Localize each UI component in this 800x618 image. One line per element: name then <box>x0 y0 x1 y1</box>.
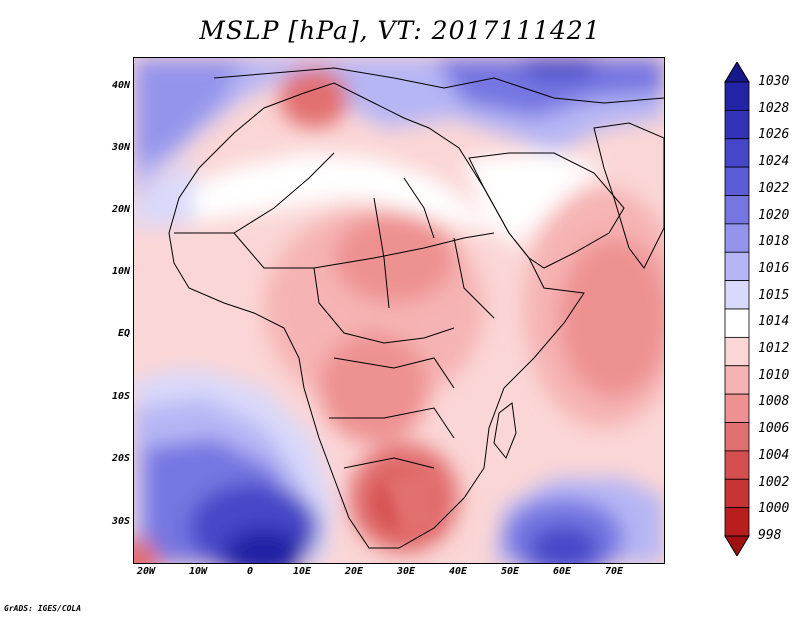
legend-label: 1020 <box>758 207 790 223</box>
color-legend <box>724 62 750 556</box>
legend-label: 1026 <box>758 127 790 143</box>
legend-swatch <box>724 507 750 537</box>
legend-swatch <box>724 422 750 452</box>
legend-label: 1024 <box>758 154 790 170</box>
legend-swatch <box>724 393 750 423</box>
legend-label: 1010 <box>758 367 790 383</box>
lat-label-30n: 30N <box>111 142 130 153</box>
legend-label: 1018 <box>758 234 790 250</box>
legend-label: 1004 <box>758 447 790 463</box>
legend-cap-top <box>724 62 750 83</box>
legend-swatch <box>724 365 750 395</box>
legend-label: 1015 <box>758 287 790 303</box>
lon-label-10e: 10E <box>292 566 312 577</box>
legend-label: 1000 <box>758 501 790 517</box>
lat-label-10n: 10N <box>111 266 130 277</box>
legend-swatch <box>724 478 750 509</box>
legend-swatch <box>724 195 750 225</box>
legend-label: 1012 <box>758 341 790 357</box>
legend-label: 1016 <box>758 260 790 276</box>
legend-swatch <box>724 336 750 367</box>
legend-swatch <box>724 280 750 310</box>
lon-label-20e: 20E <box>344 566 364 577</box>
legend-label: 1022 <box>758 180 790 196</box>
legend-label: 1028 <box>758 100 790 116</box>
legend-swatch <box>724 109 750 140</box>
legend-swatch <box>724 308 750 338</box>
lat-label-20s: 20S <box>111 453 130 464</box>
lon-label-60e: 60E <box>552 566 572 577</box>
legend-label: 998 <box>758 528 782 543</box>
grads-credit: GrADS: IGES/COLA <box>4 604 82 613</box>
legend-swatch <box>724 251 750 282</box>
lon-label-40e: 40E <box>448 566 468 577</box>
lon-label-30e: 30E <box>396 566 416 577</box>
legend-swatch <box>724 223 750 253</box>
legend-swatch <box>724 81 750 111</box>
lat-label-30s: 30S <box>111 516 130 527</box>
lat-label-40n: 40N <box>111 80 130 91</box>
lon-label-20w: 20W <box>136 566 156 577</box>
lon-label-0: 0 <box>246 566 254 577</box>
legend-swatch <box>724 138 750 168</box>
lon-label-70e: 70E <box>604 566 624 577</box>
legend-swatch <box>724 450 750 480</box>
legend-cap-bottom <box>724 535 750 556</box>
legend-label: 1008 <box>758 394 790 410</box>
mslp-map <box>133 57 665 564</box>
lon-label-50e: 50E <box>500 566 520 577</box>
lat-label-eq: EQ <box>117 328 130 339</box>
map-title: MSLP [hPa], VT: 2017111421 <box>199 16 601 45</box>
legend-label: 1006 <box>758 421 790 437</box>
pressure-field <box>134 58 664 563</box>
lat-label-20n: 20N <box>111 204 130 215</box>
lat-label-10s: 10S <box>111 391 130 402</box>
legend-swatch <box>724 166 750 196</box>
lon-label-10w: 10W <box>188 566 208 577</box>
legend-label: 1002 <box>758 474 790 490</box>
legend-label: 1014 <box>758 314 790 330</box>
legend-label: 1030 <box>758 74 790 89</box>
